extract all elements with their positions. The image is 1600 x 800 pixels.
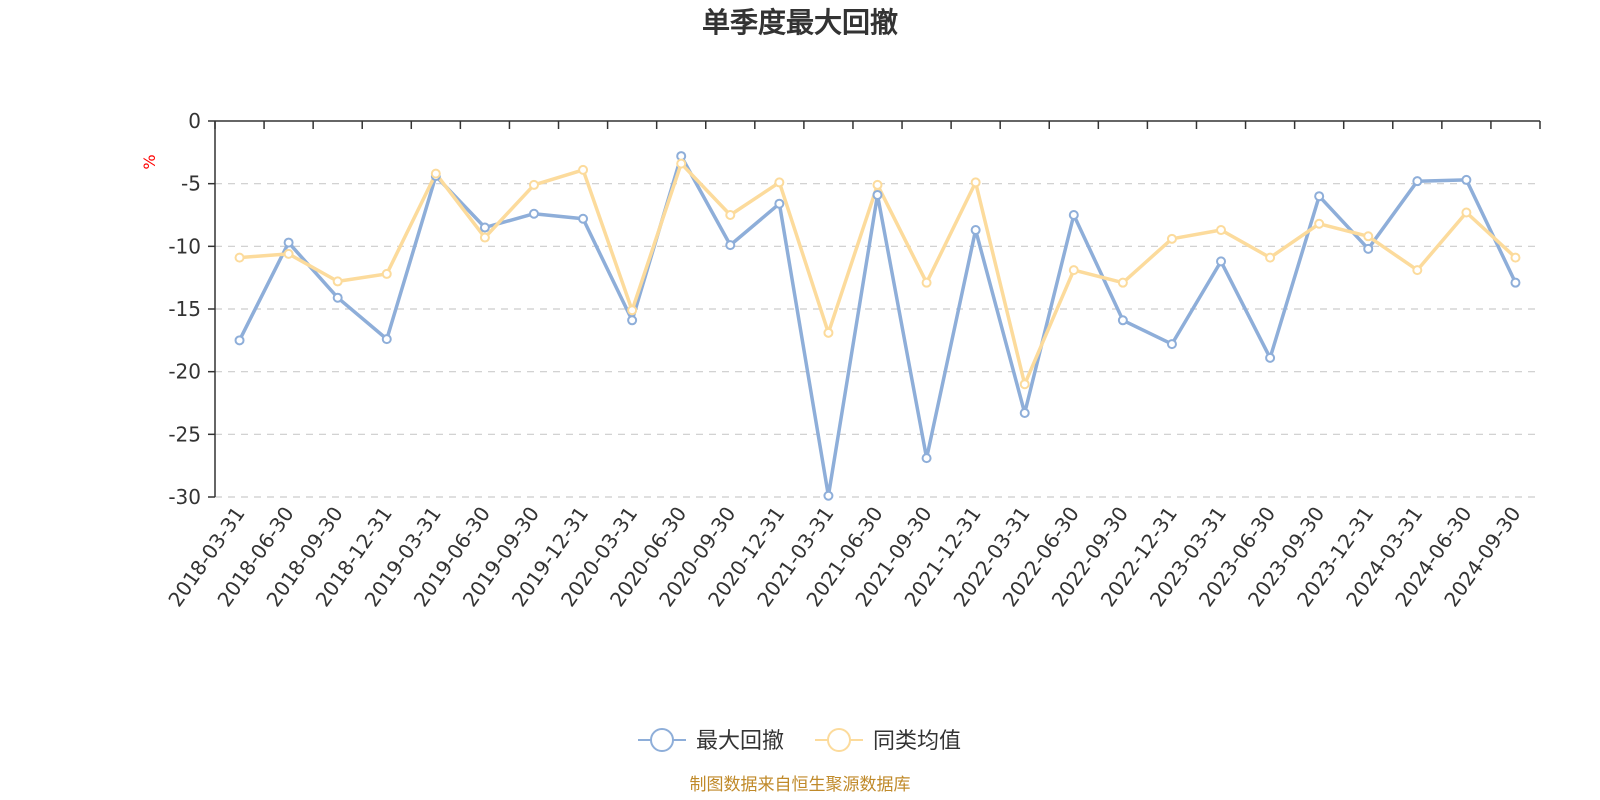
data-point	[970, 177, 981, 188]
data-point	[872, 189, 883, 200]
data-point	[381, 268, 392, 279]
legend-item[interactable]: 同类均值	[815, 728, 961, 754]
y-tick-label: -10	[168, 234, 201, 258]
data-point	[1216, 256, 1227, 267]
series-line-0	[237, 154, 1518, 498]
x-axis-ticks: 2018-03-312018-06-302018-09-302018-12-31…	[163, 121, 1541, 611]
data-point	[430, 168, 441, 179]
legend-label: 同类均值	[873, 729, 961, 754]
data-point	[872, 179, 883, 190]
data-point	[1314, 191, 1325, 202]
legend[interactable]: 最大回撤 同类均值	[638, 728, 961, 754]
data-point	[332, 276, 343, 287]
data-point	[1216, 225, 1227, 236]
legend-marker	[827, 728, 851, 752]
data-point	[921, 453, 932, 464]
data-point	[823, 490, 834, 501]
y-tick-label: -5	[181, 172, 201, 196]
y-tick-label: 0	[188, 109, 201, 133]
data-point	[283, 248, 294, 259]
data-point	[823, 327, 834, 338]
y-axis-unit-label: %	[140, 154, 159, 169]
data-point	[1068, 210, 1079, 220]
data-point	[627, 305, 638, 316]
legend-item[interactable]: 最大回撤	[638, 728, 784, 754]
data-point	[676, 158, 687, 169]
data-point	[1117, 277, 1128, 288]
data-point	[1363, 231, 1374, 242]
data-point	[1461, 174, 1472, 185]
data-point	[1363, 243, 1374, 254]
data-point	[1166, 339, 1177, 350]
data-point	[1068, 265, 1079, 276]
y-tick-label: -30	[168, 485, 201, 509]
data-point	[1461, 207, 1472, 218]
y-tick-label: -25	[168, 422, 201, 446]
data-point	[1510, 252, 1521, 263]
data-point	[970, 225, 981, 236]
y-tick-label: -20	[168, 360, 201, 384]
data-point	[725, 210, 736, 220]
data-point	[1412, 265, 1423, 276]
chart-title: 单季度最大回撤	[702, 6, 898, 39]
data-point	[234, 252, 245, 263]
data-point	[479, 222, 490, 233]
data-point	[578, 213, 589, 224]
series-lines	[234, 151, 1521, 501]
source-note: 制图数据来自恒生聚源数据库	[690, 775, 911, 795]
data-point	[1314, 218, 1325, 229]
data-point	[381, 334, 392, 345]
data-point	[774, 177, 785, 188]
y-tick-label: -15	[168, 297, 201, 321]
data-point	[1166, 233, 1177, 244]
data-point	[528, 208, 539, 219]
data-point	[332, 292, 343, 303]
data-point	[1265, 252, 1276, 263]
data-point	[1265, 352, 1276, 363]
data-point	[1019, 408, 1030, 419]
data-point	[725, 240, 736, 251]
data-point	[1412, 176, 1423, 187]
data-point	[1019, 379, 1030, 390]
data-point	[774, 198, 785, 209]
legend-marker	[650, 728, 674, 752]
data-point	[578, 164, 589, 175]
y-axis-ticks: 0 -5 -10 -15 -20 -25 -30	[168, 109, 215, 509]
data-point	[1117, 315, 1128, 326]
data-point	[627, 315, 638, 326]
data-point	[1510, 277, 1521, 288]
data-point	[234, 335, 245, 346]
data-point	[528, 179, 539, 190]
data-point	[921, 277, 932, 288]
legend-label: 最大回撤	[696, 729, 784, 754]
data-point	[283, 237, 294, 248]
data-point	[479, 232, 490, 243]
